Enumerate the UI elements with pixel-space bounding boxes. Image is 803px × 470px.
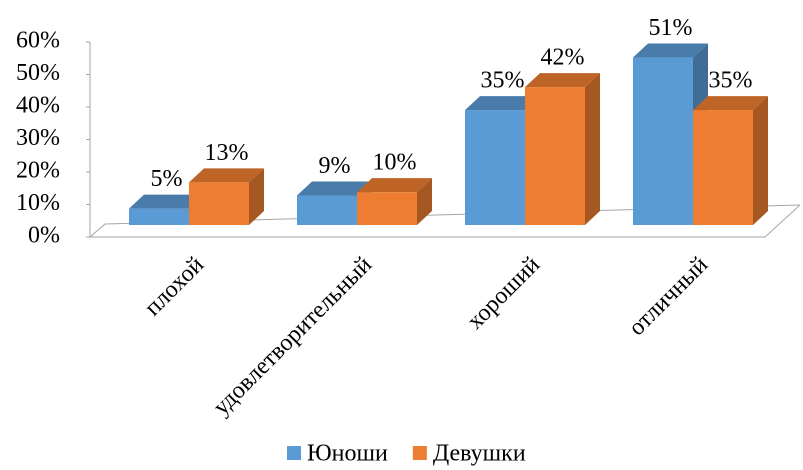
bar-side bbox=[585, 73, 600, 225]
bar bbox=[297, 195, 357, 225]
bar bbox=[357, 192, 417, 225]
y-tick-label: 50% bbox=[16, 60, 60, 86]
bar bbox=[189, 182, 249, 225]
bar-top bbox=[633, 43, 708, 58]
value-label: 42% bbox=[541, 45, 585, 71]
y-tick-label: 10% bbox=[16, 190, 60, 216]
value-label: 35% bbox=[481, 68, 525, 94]
bar-side bbox=[753, 96, 768, 225]
bar-side bbox=[249, 168, 264, 225]
value-label: 9% bbox=[319, 153, 351, 179]
value-label: 51% bbox=[649, 15, 693, 41]
bar-top bbox=[297, 181, 372, 196]
legend-swatch bbox=[412, 446, 427, 460]
bar bbox=[525, 87, 585, 225]
y-tick-label: 40% bbox=[16, 93, 60, 119]
legend-label: Юноши bbox=[307, 441, 388, 467]
x-tick-label: отличный bbox=[624, 252, 713, 341]
x-tick-label: хороший bbox=[462, 252, 545, 335]
bar-top bbox=[357, 178, 432, 193]
value-label: 13% bbox=[205, 140, 249, 166]
y-tick-label: 30% bbox=[16, 125, 60, 151]
legend-label: Девушки bbox=[433, 441, 526, 467]
bar-top bbox=[189, 168, 264, 183]
y-tick-label: 60% bbox=[16, 28, 60, 54]
bar-top bbox=[693, 96, 768, 111]
bar bbox=[465, 110, 525, 225]
legend-swatch bbox=[287, 446, 301, 460]
bar-side bbox=[417, 178, 432, 225]
bar-top bbox=[525, 73, 600, 88]
bar-top bbox=[129, 194, 204, 209]
value-label: 35% bbox=[709, 68, 753, 94]
y-tick-label: 20% bbox=[16, 158, 60, 184]
bar bbox=[129, 208, 189, 225]
value-label: 5% bbox=[151, 166, 183, 192]
y-tick-label: 0% bbox=[28, 223, 60, 249]
bar-top bbox=[465, 96, 540, 111]
x-tick-label: удовлетворительный bbox=[208, 252, 377, 421]
value-label: 10% bbox=[373, 150, 417, 176]
x-tick-label: плохой bbox=[140, 252, 210, 322]
bar bbox=[633, 57, 693, 225]
bar bbox=[693, 110, 753, 225]
